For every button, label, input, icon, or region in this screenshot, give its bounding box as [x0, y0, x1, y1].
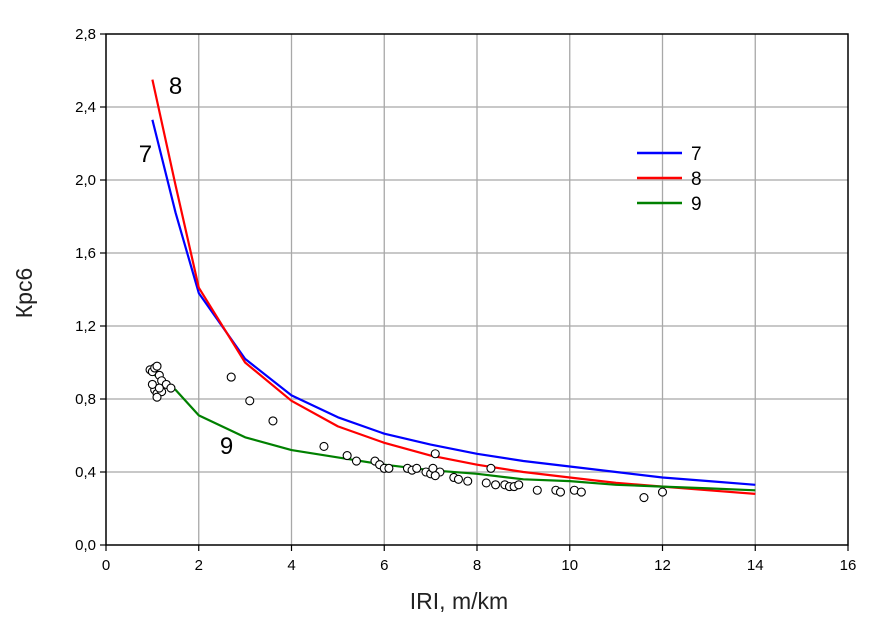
- scatter-point: [463, 476, 473, 486]
- scatter-point: [490, 480, 501, 490]
- scatter-point: [351, 456, 361, 466]
- series-lines: [151, 79, 756, 495]
- scatter-point: [657, 487, 668, 497]
- y-tick-label: 0,0: [75, 537, 96, 554]
- scatter-point: [268, 416, 278, 426]
- series-line-9: [151, 372, 756, 492]
- legend-label-9: 9: [691, 194, 702, 215]
- x-tick-label: 16: [840, 557, 857, 574]
- scatter-point: [555, 487, 566, 497]
- scatter-point: [319, 441, 329, 452]
- x-tick-label: 0: [102, 557, 110, 574]
- y-tick-label: 1,6: [75, 245, 96, 262]
- x-tick-label: 12: [654, 557, 671, 574]
- y-tick-label: 2,0: [75, 172, 96, 189]
- x-tick-label: 14: [747, 557, 764, 574]
- scatter-point: [430, 471, 440, 481]
- x-axis-label: IRI, m/km: [410, 588, 508, 614]
- x-tick-label: 10: [561, 557, 578, 574]
- legend: 7 8 9: [637, 144, 702, 215]
- scatter-point: [453, 474, 464, 484]
- scatter-point: [481, 478, 491, 488]
- legend-label-7: 7: [691, 144, 702, 165]
- x-tick-label: 2: [195, 557, 203, 574]
- scatter-point: [514, 480, 524, 490]
- x-tick-label: 8: [473, 557, 481, 574]
- scatter-point: [532, 485, 542, 495]
- curve-label-8: 8: [169, 73, 182, 100]
- y-tick-label: 0,8: [75, 391, 96, 408]
- scatter-point: [245, 396, 255, 406]
- scatter-point: [152, 392, 162, 402]
- scatter-point: [147, 379, 157, 389]
- scatter-point: [430, 449, 440, 459]
- scatter-point: [166, 383, 176, 393]
- scatter-point: [226, 372, 236, 382]
- y-tick-label: 2,4: [75, 99, 96, 116]
- y-tick-label: 2,8: [75, 26, 96, 43]
- scatter-point: [486, 463, 496, 473]
- x-tick-label: 4: [287, 557, 295, 574]
- curve-labels: 8 7 9: [139, 73, 234, 460]
- scatter-point: [154, 383, 164, 393]
- scatter-point: [384, 463, 394, 473]
- x-tick-label: 6: [380, 557, 388, 574]
- scatter-point: [576, 487, 586, 497]
- series-line-7: [151, 119, 756, 486]
- axis-ticks: 0 2 4 6 8 10 12 14 16 0,0 0,4 0,8 1,2 1,6 2,0 2,4 2,8: [75, 26, 856, 574]
- series-line-8: [151, 79, 756, 495]
- y-axis-label: Кpc6: [11, 268, 37, 318]
- curve-label-7: 7: [139, 141, 152, 168]
- scatter-point: [639, 492, 649, 503]
- scatter-point: [152, 361, 162, 371]
- legend-label-8: 8: [691, 169, 702, 190]
- y-tick-label: 0,4: [75, 464, 96, 481]
- scatter-point: [412, 463, 422, 473]
- curve-label-9: 9: [220, 433, 233, 460]
- scatter-point: [342, 451, 352, 461]
- scatter-points: [145, 361, 668, 503]
- y-tick-label: 1,2: [75, 318, 96, 335]
- grid: [106, 34, 848, 545]
